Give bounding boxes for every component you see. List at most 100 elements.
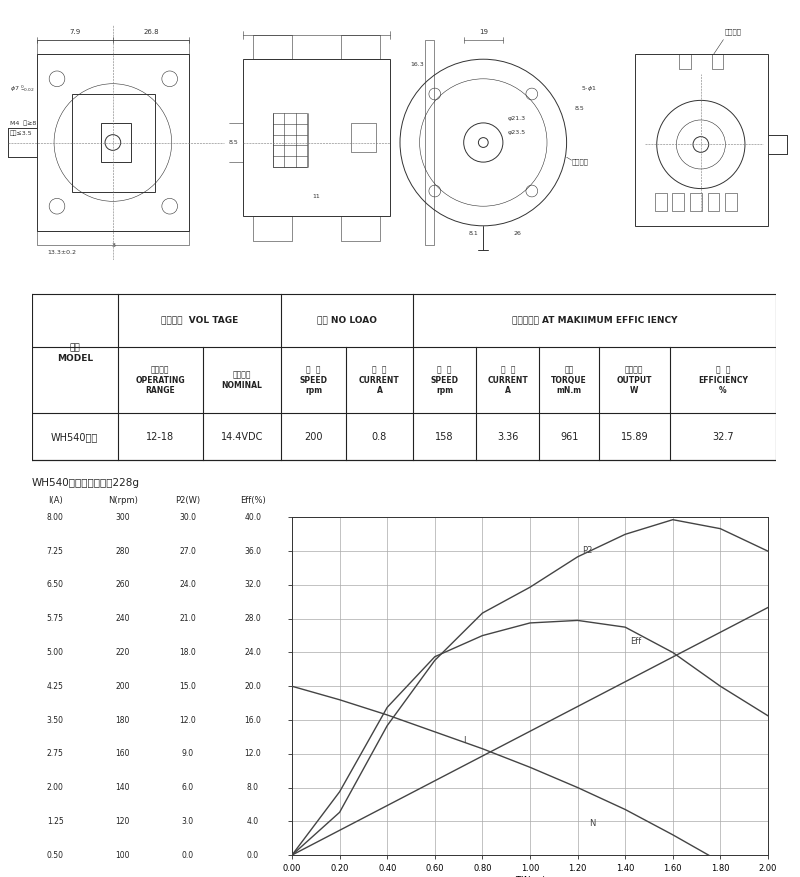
Text: 16.3: 16.3 <box>410 61 425 67</box>
Text: I(A): I(A) <box>48 496 62 505</box>
Text: N(rpm): N(rpm) <box>108 496 138 505</box>
Text: 4.0: 4.0 <box>246 816 259 826</box>
Text: 11: 11 <box>313 194 321 199</box>
Bar <box>38 54 190 231</box>
Text: 26.8: 26.8 <box>143 29 159 35</box>
Text: 12.0: 12.0 <box>179 716 196 724</box>
Text: 最大效率点 AT MAKIIMUM EFFIC IENCY: 最大效率点 AT MAKIIMUM EFFIC IENCY <box>512 316 678 324</box>
Text: 27.0: 27.0 <box>179 546 196 556</box>
Bar <box>351 123 375 153</box>
Text: 电源正极: 电源正极 <box>571 159 589 166</box>
Text: 力矩
TORQUE
mN.m: 力矩 TORQUE mN.m <box>551 365 587 395</box>
Text: 电压范围
OPERATING
RANGE: 电压范围 OPERATING RANGE <box>135 365 185 395</box>
Bar <box>341 216 381 240</box>
Text: 120: 120 <box>116 816 130 826</box>
Bar <box>654 194 666 211</box>
Text: 6.0: 6.0 <box>182 783 194 792</box>
Bar <box>679 54 691 69</box>
Text: 3.50: 3.50 <box>46 716 64 724</box>
Text: 输入电压  VOL TAGE: 输入电压 VOL TAGE <box>161 316 238 324</box>
Text: 0.50: 0.50 <box>46 851 64 859</box>
Text: 8.1: 8.1 <box>469 231 478 236</box>
Text: 36.0: 36.0 <box>244 546 262 556</box>
Text: 19: 19 <box>478 29 488 35</box>
Text: 140: 140 <box>115 783 130 792</box>
Text: WH540地拖电机净重：228g: WH540地拖电机净重：228g <box>32 478 140 488</box>
Text: 3: 3 <box>112 243 116 248</box>
Text: 200: 200 <box>304 431 323 442</box>
Text: Eff(%): Eff(%) <box>240 496 266 505</box>
Text: 空载 NO LOAO: 空载 NO LOAO <box>317 316 377 324</box>
Text: 280: 280 <box>116 546 130 556</box>
Text: 电  流
CURRENT
A: 电 流 CURRENT A <box>487 365 528 395</box>
Text: 电  流
CURRENT
A: 电 流 CURRENT A <box>359 365 400 395</box>
Text: 26: 26 <box>514 231 522 236</box>
Text: 2.00: 2.00 <box>46 783 64 792</box>
Text: P2(W): P2(W) <box>175 496 200 505</box>
Text: 14.4VDC: 14.4VDC <box>221 431 263 442</box>
Text: $\phi$7 $^{0}_{-0.02}$: $\phi$7 $^{0}_{-0.02}$ <box>10 83 35 94</box>
Text: 1.25: 1.25 <box>47 816 63 826</box>
Text: 4.25: 4.25 <box>46 681 64 691</box>
Text: 转  速
SPEED
rpm: 转 速 SPEED rpm <box>300 365 328 395</box>
Text: 3.36: 3.36 <box>497 431 518 442</box>
Text: φ23.5: φ23.5 <box>508 130 526 135</box>
Text: 电机正极: 电机正极 <box>725 28 742 35</box>
Text: 0.0: 0.0 <box>182 851 194 859</box>
Text: 7.9: 7.9 <box>69 29 80 35</box>
Text: 型号
MODEL: 型号 MODEL <box>57 344 93 363</box>
Text: 8.0: 8.0 <box>246 783 259 792</box>
Text: 13.3±0.2: 13.3±0.2 <box>47 250 76 255</box>
Bar <box>243 60 390 216</box>
Text: 26.8 (repeated): 26.8 (repeated) <box>295 25 338 30</box>
X-axis label: T(N.m): T(N.m) <box>514 876 546 877</box>
Text: I: I <box>463 737 466 745</box>
Text: WH540地拖: WH540地拖 <box>51 431 98 442</box>
Text: M4  深≥8: M4 深≥8 <box>10 120 36 125</box>
Text: 5.00: 5.00 <box>46 648 64 657</box>
Bar <box>726 194 737 211</box>
Text: 40.0: 40.0 <box>244 513 262 522</box>
Text: 8.00: 8.00 <box>46 513 64 522</box>
Text: 158: 158 <box>435 431 454 442</box>
Bar <box>273 113 307 167</box>
Text: φ21.3: φ21.3 <box>508 116 526 120</box>
Text: 转  速
SPEED
rpm: 转 速 SPEED rpm <box>430 365 458 395</box>
Text: 220: 220 <box>116 648 130 657</box>
Bar <box>72 94 155 191</box>
Text: 160: 160 <box>115 749 130 759</box>
Text: 21.0: 21.0 <box>179 614 196 624</box>
Text: 3.0: 3.0 <box>182 816 194 826</box>
Text: 15.89: 15.89 <box>621 431 648 442</box>
Text: 5.75: 5.75 <box>46 614 64 624</box>
Text: 0.8: 0.8 <box>372 431 387 442</box>
Text: 15.0: 15.0 <box>179 681 196 691</box>
Text: 300: 300 <box>115 513 130 522</box>
Text: 240: 240 <box>115 614 130 624</box>
Text: N: N <box>590 819 596 829</box>
Text: 24.0: 24.0 <box>244 648 262 657</box>
Text: 30.0: 30.0 <box>179 513 196 522</box>
Bar <box>712 54 723 69</box>
Bar <box>425 39 434 246</box>
Text: 12-18: 12-18 <box>146 431 174 442</box>
Text: 输出功率
OUTPUT
W: 输出功率 OUTPUT W <box>617 365 652 395</box>
Text: 20.0: 20.0 <box>244 681 262 691</box>
Text: P2: P2 <box>582 545 593 554</box>
Bar <box>253 216 292 240</box>
Text: 额定电压
NOMINAL: 额定电压 NOMINAL <box>222 370 262 389</box>
Bar <box>38 39 190 54</box>
Text: 效  率
EFFICIENCY
%: 效 率 EFFICIENCY % <box>698 365 748 395</box>
Text: 100: 100 <box>115 851 130 859</box>
Text: 2.75: 2.75 <box>46 749 64 759</box>
Text: 5-$\phi$1: 5-$\phi$1 <box>582 84 597 93</box>
Bar <box>635 54 767 225</box>
Text: 12.0: 12.0 <box>245 749 261 759</box>
Text: 32.0: 32.0 <box>244 581 262 589</box>
Bar <box>708 194 719 211</box>
Text: 9.0: 9.0 <box>182 749 194 759</box>
Text: 8.5: 8.5 <box>574 106 584 111</box>
Text: 180: 180 <box>116 716 130 724</box>
Bar <box>253 35 292 60</box>
Bar <box>341 35 381 60</box>
